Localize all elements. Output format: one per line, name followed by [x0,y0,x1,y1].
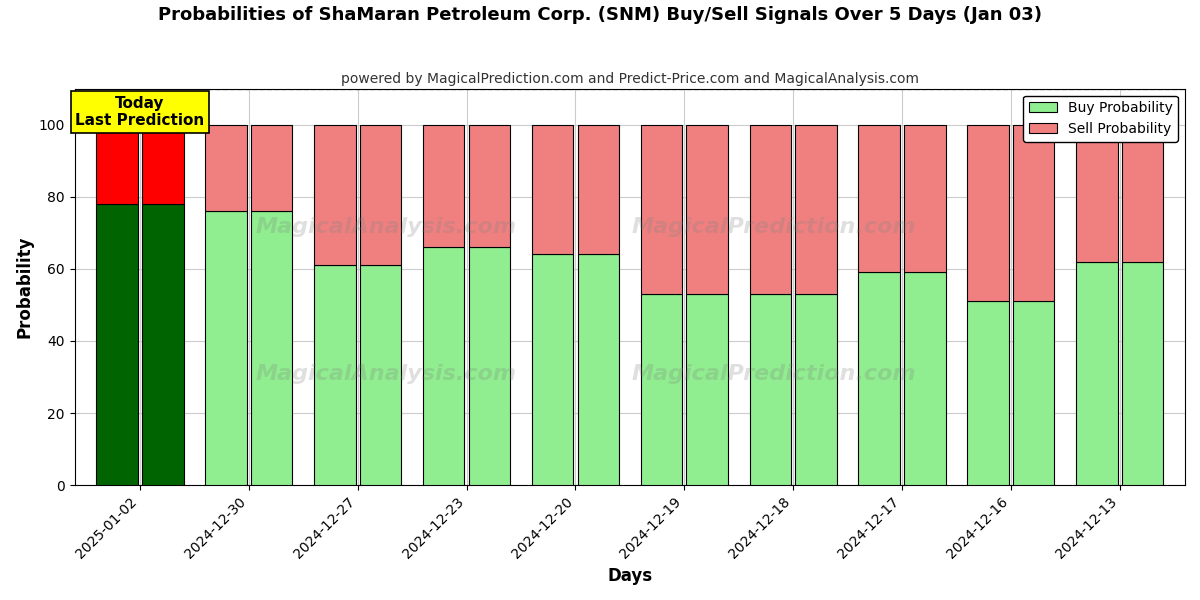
Bar [1076,125,1117,262]
Bar [577,125,619,254]
Title: powered by MagicalPrediction.com and Predict-Price.com and MagicalAnalysis.com: powered by MagicalPrediction.com and Pre… [341,72,919,86]
Bar [1013,125,1055,301]
Bar [142,125,184,204]
Bar [641,294,682,485]
Bar [360,125,401,265]
Bar [750,125,791,294]
Bar [314,265,355,485]
Bar [251,125,293,211]
Bar [142,204,184,485]
Bar [967,125,1009,301]
Bar [1013,301,1055,485]
Bar [469,125,510,247]
Text: MagicalAnalysis.com: MagicalAnalysis.com [256,217,516,238]
Bar [858,125,900,272]
Bar [532,254,574,485]
Text: MagicalPrediction.com: MagicalPrediction.com [632,364,917,384]
X-axis label: Days: Days [607,567,653,585]
Bar [858,272,900,485]
Bar [577,254,619,485]
Bar [360,265,401,485]
Text: MagicalPrediction.com: MagicalPrediction.com [632,217,917,238]
Bar [251,211,293,485]
Bar [904,125,946,272]
Bar [967,301,1009,485]
Bar [1122,262,1163,485]
Bar [904,272,946,485]
Text: MagicalAnalysis.com: MagicalAnalysis.com [256,364,516,384]
Bar [205,125,247,211]
Bar [469,247,510,485]
Bar [641,125,682,294]
Bar [96,125,138,204]
Bar [686,294,727,485]
Bar [422,247,464,485]
Bar [314,125,355,265]
Bar [1122,125,1163,262]
Bar [796,294,836,485]
Bar [1076,262,1117,485]
Y-axis label: Probability: Probability [16,236,34,338]
Bar [205,211,247,485]
Bar [686,125,727,294]
Bar [96,204,138,485]
Bar [532,125,574,254]
Bar [422,125,464,247]
Bar [796,125,836,294]
Text: Today
Last Prediction: Today Last Prediction [76,96,204,128]
Text: Probabilities of ShaMaran Petroleum Corp. (SNM) Buy/Sell Signals Over 5 Days (Ja: Probabilities of ShaMaran Petroleum Corp… [158,6,1042,24]
Bar [750,294,791,485]
Legend: Buy Probability, Sell Probability: Buy Probability, Sell Probability [1024,95,1178,142]
